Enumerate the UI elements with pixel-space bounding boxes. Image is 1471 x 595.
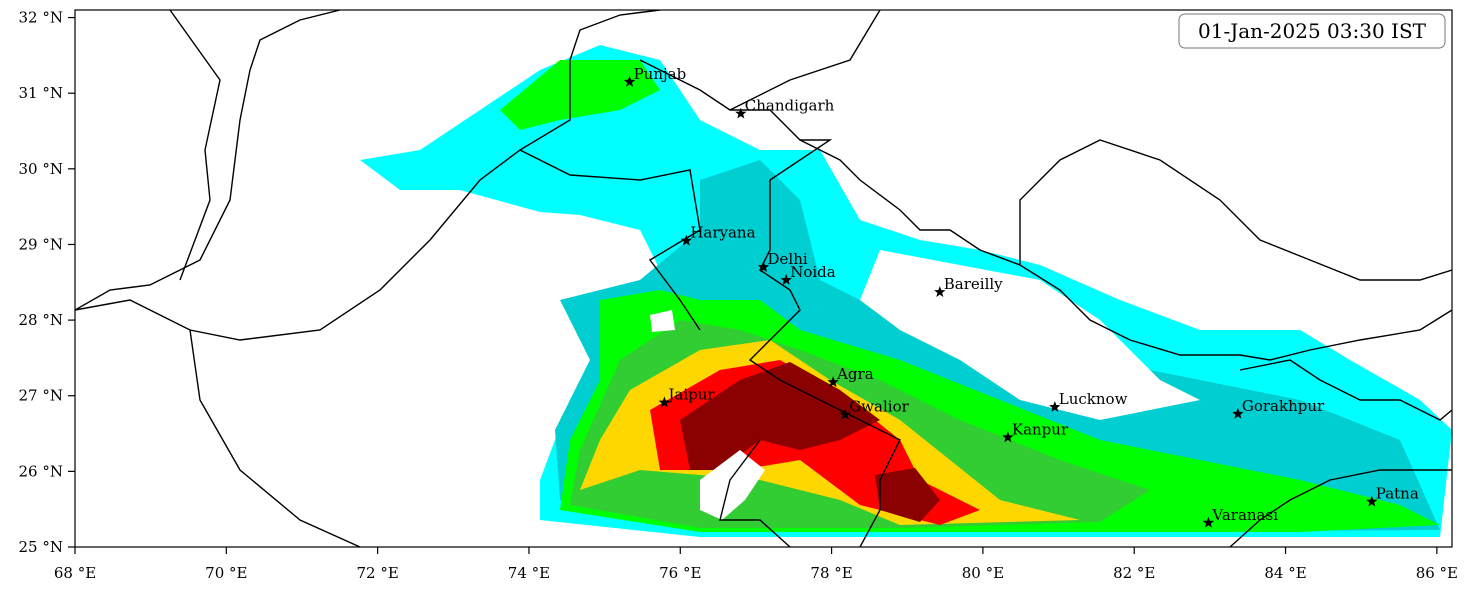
city-marker <box>839 408 851 420</box>
city-label: Haryana <box>690 224 755 242</box>
x-tick-label: 70 °E <box>205 564 247 582</box>
y-tick-label: 29 °N <box>19 235 63 253</box>
city-marker <box>680 234 692 246</box>
y-tick-label: 26 °N <box>19 462 63 480</box>
city-marker <box>1049 401 1061 412</box>
x-tick-label: 72 °E <box>356 564 398 582</box>
city-marker <box>934 286 946 297</box>
x-tick-label: 80 °E <box>962 564 1004 582</box>
city-label: Varanasi <box>1211 506 1278 524</box>
city-marker <box>1202 516 1215 528</box>
x-tick-label: 76 °E <box>659 564 701 582</box>
plot-frame <box>74 9 1453 548</box>
city-label: Patna <box>1376 485 1419 503</box>
x-tick-label: 82 °E <box>1113 564 1155 582</box>
x-tick-label: 84 °E <box>1264 564 1306 582</box>
y-tick-label: 27 °N <box>19 387 63 405</box>
x-tick-label: 86 °E <box>1416 564 1458 582</box>
city-label: Chandigarh <box>745 97 835 115</box>
city-label: Gwalior <box>849 398 909 416</box>
city-label: Punjab <box>634 65 687 83</box>
city-marker <box>1232 407 1244 419</box>
y-tick-label: 28 °N <box>19 311 63 329</box>
city-marker <box>735 107 747 119</box>
city-marker <box>780 274 792 285</box>
timestamp-box <box>1178 13 1446 49</box>
city-label: Noida <box>790 263 836 281</box>
city-label: Kanpur <box>1012 420 1069 438</box>
city-label: Gorakhpur <box>1242 397 1325 415</box>
y-tick-label: 30 °N <box>19 160 63 178</box>
city-label: Delhi <box>768 250 808 268</box>
x-tick-label: 78 °E <box>810 564 852 582</box>
city-marker <box>1002 431 1014 443</box>
city-marker <box>827 376 839 387</box>
timestamp: 01-Jan-2025 03:30 IST <box>1198 19 1427 43</box>
city-marker <box>658 396 671 408</box>
boundaries <box>75 10 1452 547</box>
city-label: Bareilly <box>944 275 1003 293</box>
y-tick-label: 25 °N <box>19 538 63 556</box>
axes: 68 °E 70 °E 72 °E 74 °E 76 °E 78 °E 80 °E 82 °E… <box>19 9 1459 582</box>
y-tick-label: 32 °N <box>19 9 63 27</box>
city-label: Jaipur <box>666 386 715 404</box>
city-marker <box>757 261 770 272</box>
city-label: Agra <box>836 365 874 383</box>
x-tick-label: 68 °E <box>54 564 96 582</box>
city-marker <box>623 75 636 87</box>
rainfall-field <box>360 45 1452 537</box>
y-tick-label: 31 °N <box>19 84 63 102</box>
city-label: Lucknow <box>1059 390 1128 408</box>
x-tick-label: 74 °E <box>508 564 550 582</box>
city-marker <box>1366 495 1378 507</box>
